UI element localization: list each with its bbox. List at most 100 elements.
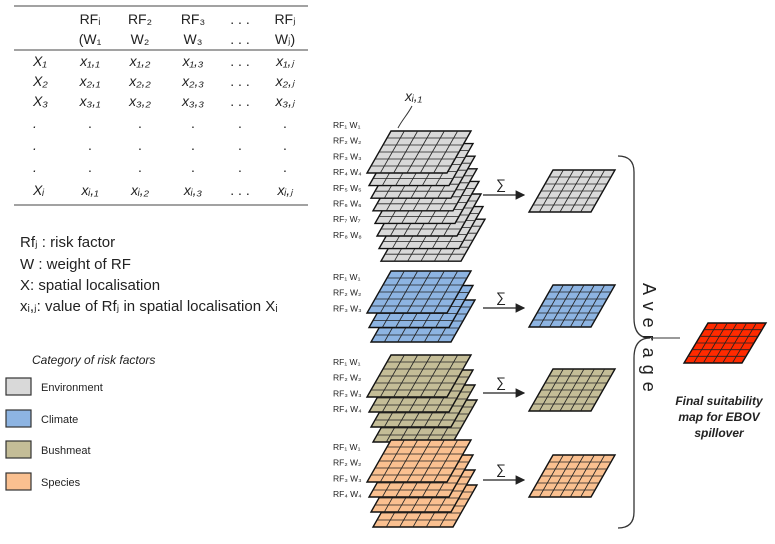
layer-label: RF₂ W₂ xyxy=(333,373,361,383)
layer-label: RF₄ W₄ xyxy=(333,489,362,499)
legend-label: Bushmeat xyxy=(41,445,91,457)
final-line-2: map for EBOV xyxy=(678,410,760,424)
table-cell: xᵢ,ⱼ xyxy=(276,182,294,198)
legend-label: Climate xyxy=(41,414,78,426)
table-cell: . xyxy=(283,137,287,153)
table-cell: . xyxy=(238,115,242,131)
row-label: X₂ xyxy=(32,73,48,89)
layer-label: RF₁ W₁ xyxy=(333,272,361,282)
table-cell: . xyxy=(138,137,142,153)
definition-line: W : weight of RF xyxy=(20,256,131,273)
layer-label: RF₄ W₄ xyxy=(333,404,362,414)
sum-environment: ∑ xyxy=(483,169,617,213)
average-label: Average xyxy=(639,283,659,399)
table-cell: x₃,₃ xyxy=(181,93,204,109)
legend-swatch xyxy=(5,409,32,428)
col-header-bottom: (W₁ xyxy=(79,31,102,47)
sum-climate: ∑ xyxy=(483,284,617,328)
col-header-bottom: . . . xyxy=(230,31,249,47)
layer-label: RF₂ W₂ xyxy=(333,136,361,146)
table-cell: x₂,ⱼ xyxy=(275,73,296,89)
table-cell: xᵢ,₃ xyxy=(183,182,203,198)
col-header-top: RFᵢ xyxy=(80,11,101,27)
row-label: . xyxy=(33,115,37,131)
sum-symbol: ∑ xyxy=(496,461,506,477)
row-label: Xᵢ xyxy=(32,182,44,198)
table-cell: . xyxy=(88,115,92,131)
col-header-bottom: Wⱼ) xyxy=(275,31,295,47)
col-header-top: RF₂ xyxy=(128,11,152,27)
table-cell: . xyxy=(138,115,142,131)
pointer-line xyxy=(397,105,413,129)
final-line-3: spillover xyxy=(694,426,745,440)
sum-bushmeat: ∑ xyxy=(483,368,617,412)
legend-swatch xyxy=(5,440,32,459)
legend-label: Species xyxy=(41,477,81,489)
final-map-grid xyxy=(682,322,768,364)
layer-label: RF₁ W₁ xyxy=(333,357,361,367)
table-header: RFᵢ RF₂ RF₃ . . . RFⱼ (W₁ W₂ W₃ . . . Wⱼ) xyxy=(79,11,296,47)
row-label: X₁ xyxy=(32,53,47,69)
sum-maps: ∑ ∑ ∑ ∑ xyxy=(483,169,617,498)
stack-climate: RF₁ W₁ RF₂ W₂ RF₃ W₃ xyxy=(333,270,477,343)
average-brace xyxy=(617,155,651,529)
legend-label: Environment xyxy=(41,382,103,394)
layer-label: RF₆ W₆ xyxy=(333,199,362,209)
table-cell: . . . xyxy=(230,93,249,109)
definition-line: Rfⱼ : risk factor xyxy=(20,234,115,251)
row-label: X₃ xyxy=(32,93,48,109)
table-cell: . . . xyxy=(230,53,249,69)
table-cell: x₁,₁ xyxy=(79,53,100,69)
table-cell: x₃,₁ xyxy=(79,93,101,109)
table-cell: . xyxy=(283,115,287,131)
stack-bushmeat: RF₁ W₁ RF₂ W₂ RF₃ W₃ RF₄ W₄ xyxy=(333,354,479,443)
table-cell: . . . xyxy=(230,73,249,89)
table-cell: xᵢ,₂ xyxy=(130,182,150,198)
factor-layer-grid xyxy=(365,354,473,398)
layer-label: RF₃ W₃ xyxy=(333,303,362,313)
layer-label: RF₄ W₄ xyxy=(333,167,362,177)
layer-label: RF₃ W₃ xyxy=(333,151,362,161)
table-cell: x₁,₂ xyxy=(129,53,151,69)
table-cell: x₂,₁ xyxy=(79,73,101,89)
table-cell: . xyxy=(88,159,92,175)
col-header-bottom: W₂ xyxy=(131,31,150,47)
table-cell: . xyxy=(191,115,195,131)
table-cell: x₂,₃ xyxy=(181,73,204,89)
risk-factor-table: RFᵢ RF₂ RF₃. . . RFⱼ(W₁ W₂ W₃. . . Wⱼ) X₁ x₁,₁ x… xyxy=(14,5,308,206)
sum-symbol: ∑ xyxy=(496,176,506,192)
layer-label: RF₇ W₇ xyxy=(333,214,361,224)
layer-label: RF₃ W₃ xyxy=(333,388,362,398)
definition-line: X: spatial localisation xyxy=(20,277,160,294)
table-cell: . xyxy=(238,159,242,175)
layer-label: RF₂ W₂ xyxy=(333,458,361,468)
table-cell: x₃,₂ xyxy=(128,93,151,109)
sum-symbol: ∑ xyxy=(496,374,506,390)
table-cell: . xyxy=(191,159,195,175)
table-cell: xᵢ,₁ xyxy=(80,182,99,198)
row-label: . xyxy=(33,159,37,175)
table-cell: . xyxy=(191,137,195,153)
table-cell: . . . xyxy=(230,182,249,198)
category-legend: Category of risk factors Environment Clim… xyxy=(5,353,155,491)
pointer-label: xᵢ,₁ xyxy=(404,88,423,104)
sum-symbol: ∑ xyxy=(496,289,506,305)
table-cell: x₁,ⱼ xyxy=(275,53,295,69)
factor-layer-grid xyxy=(365,439,473,483)
table-cell: . xyxy=(88,137,92,153)
row-label: . xyxy=(33,137,37,153)
sum-map-grid xyxy=(527,169,617,213)
table-body: X₁ x₁,₁ x₁,₂ x₁,₃. . . x₁,ⱼX₂ x₂,₁ x₂,₂ x₂,₃. .… xyxy=(32,53,296,198)
factor-layer-grid xyxy=(365,270,473,314)
sum-map-grid xyxy=(527,284,617,328)
legend-title: Category of risk factors xyxy=(32,353,155,367)
legend-swatch xyxy=(5,472,32,491)
stack-species: RF₁ W₁ RF₂ W₂ RF₃ W₃ RF₄ W₄ xyxy=(333,439,479,528)
sum-species: ∑ xyxy=(483,454,617,498)
definition-line: xᵢ,ⱼ: value of Rfⱼ in spatial localisati… xyxy=(20,298,278,315)
sum-map-grid xyxy=(527,454,617,498)
table-cell: . xyxy=(238,137,242,153)
table-cell: x₂,₂ xyxy=(128,73,151,89)
